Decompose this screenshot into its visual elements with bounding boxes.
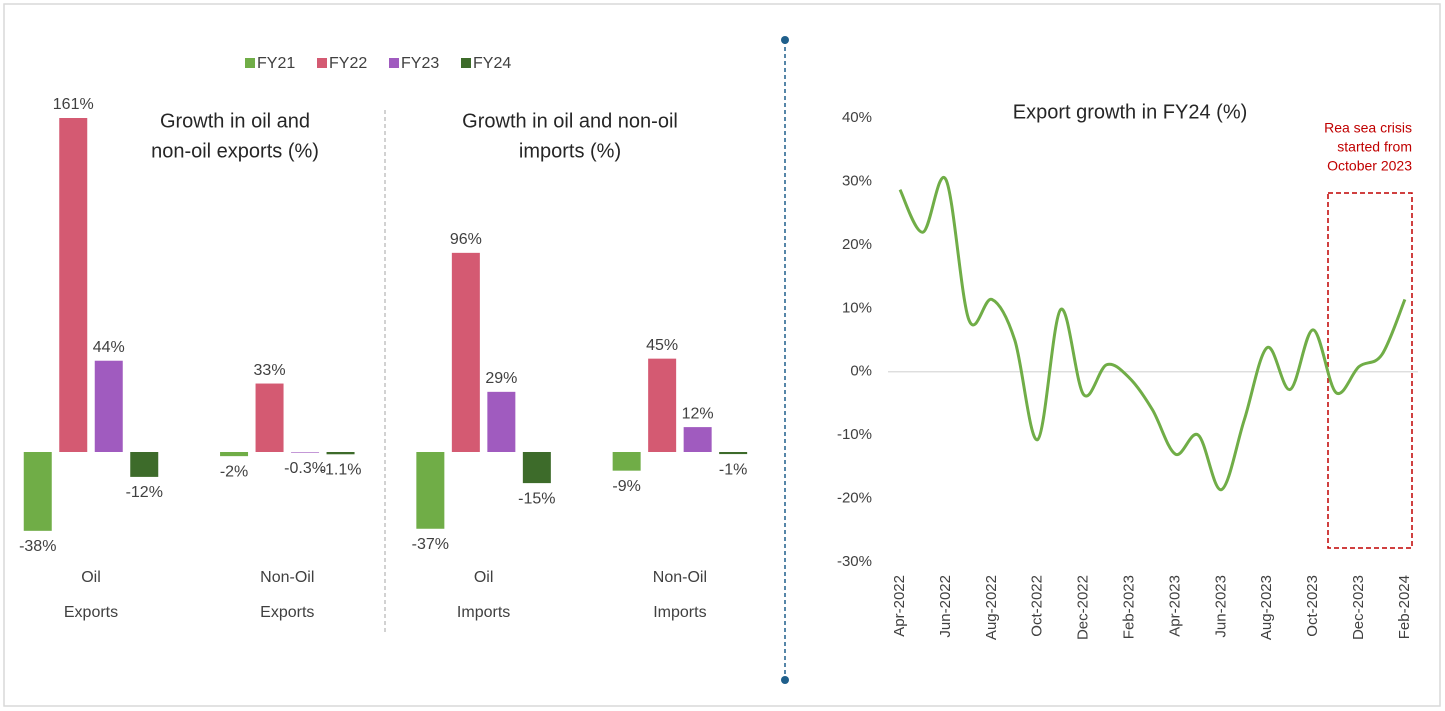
bar	[683, 427, 712, 452]
bar	[255, 383, 284, 452]
legend-label: FY24	[473, 55, 511, 72]
x-tick-label: Dec-2023	[1350, 575, 1367, 640]
value-label: 33%	[254, 362, 286, 379]
value-label: -1%	[719, 461, 747, 478]
panel-title: Growth in oil and non-oil	[462, 110, 678, 132]
value-label: 96%	[450, 231, 482, 248]
category-label: Oil	[81, 569, 101, 586]
group-label: Imports	[653, 604, 706, 621]
value-label: -2%	[220, 463, 248, 480]
x-tick-label: Aug-2022	[983, 575, 1000, 640]
legend-label: FY21	[257, 55, 295, 72]
value-label: 45%	[646, 337, 678, 354]
value-label: -37%	[412, 536, 449, 553]
bar	[451, 252, 480, 452]
value-label: -9%	[612, 478, 640, 495]
y-tick-label: 10%	[842, 299, 872, 316]
y-tick-label: -20%	[837, 490, 872, 507]
x-tick-label: Apr-2023	[1166, 575, 1183, 637]
y-tick-label: -30%	[837, 553, 872, 570]
bar	[59, 118, 88, 452]
category-label: Non-Oil	[260, 569, 314, 586]
bar	[612, 452, 641, 471]
x-tick-label: Dec-2022	[1075, 575, 1092, 640]
category-label: Oil	[474, 569, 494, 586]
bar	[23, 452, 52, 531]
value-label: 161%	[53, 96, 94, 113]
value-label: 29%	[485, 370, 517, 387]
category-label: Non-Oil	[653, 569, 707, 586]
divider-dot	[781, 36, 789, 44]
x-tick-label: Jun-2023	[1212, 575, 1229, 638]
frame	[3, 3, 1441, 707]
x-tick-label: Oct-2022	[1029, 575, 1046, 637]
value-label: 12%	[682, 405, 714, 422]
x-tick-label: Feb-2024	[1396, 575, 1413, 639]
group-label: Imports	[457, 604, 510, 621]
bar	[326, 452, 355, 455]
chart-title: Export growth in FY24 (%)	[1013, 101, 1248, 123]
y-tick-label: 0%	[850, 363, 872, 380]
bar	[416, 452, 445, 529]
legend-swatch	[389, 58, 399, 68]
bar	[220, 452, 249, 457]
bar	[719, 452, 748, 455]
annotation: Rea sea crisis	[1324, 120, 1412, 136]
bar	[94, 360, 123, 452]
bar	[130, 452, 159, 477]
line	[898, 175, 1407, 492]
bar	[487, 391, 516, 452]
y-tick-label: -10%	[837, 426, 872, 443]
value-label: -12%	[126, 484, 163, 501]
value-label: -38%	[19, 538, 56, 555]
x-tick-label: Feb-2023	[1120, 575, 1137, 639]
legend-swatch	[245, 58, 255, 68]
panel-title: Growth in oil and	[160, 110, 310, 132]
value-label: -0.3%	[284, 460, 326, 477]
x-tick-label: Apr-2022	[891, 575, 908, 637]
legend-swatch	[317, 58, 327, 68]
legend-label: FY22	[329, 55, 367, 72]
value-label: -15%	[518, 490, 555, 507]
group-label: Exports	[260, 604, 314, 621]
x-tick-label: Aug-2023	[1258, 575, 1275, 640]
legend-swatch	[461, 58, 471, 68]
legend-label: FY23	[401, 55, 439, 72]
x-tick-label: Jun-2022	[937, 575, 954, 638]
annotation: started from	[1337, 139, 1412, 155]
bar	[648, 358, 677, 452]
value-label: 44%	[93, 339, 125, 356]
y-tick-label: 20%	[842, 236, 872, 253]
bar	[522, 452, 551, 484]
group-label: Exports	[64, 604, 118, 621]
divider-dot	[781, 676, 789, 684]
panel-title: imports (%)	[519, 140, 621, 162]
bar	[291, 452, 320, 453]
y-tick-label: 40%	[842, 109, 872, 126]
x-tick-label: Oct-2023	[1304, 575, 1321, 637]
y-tick-label: 30%	[842, 172, 872, 189]
value-label: -1.1%	[320, 462, 362, 479]
annotation: October 2023	[1327, 158, 1412, 174]
panel-title: non-oil exports (%)	[151, 140, 319, 162]
